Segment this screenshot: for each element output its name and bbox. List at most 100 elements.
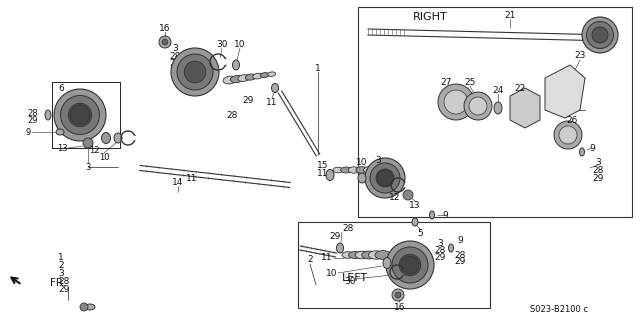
Text: 30: 30 xyxy=(216,39,228,49)
Text: 25: 25 xyxy=(464,77,476,86)
Circle shape xyxy=(464,92,492,120)
Text: 22: 22 xyxy=(515,84,525,92)
Text: LEFT: LEFT xyxy=(342,273,368,283)
Ellipse shape xyxy=(348,167,360,173)
Ellipse shape xyxy=(342,252,354,258)
Text: 14: 14 xyxy=(172,178,184,187)
Text: 13: 13 xyxy=(57,143,67,153)
Circle shape xyxy=(365,158,405,198)
Polygon shape xyxy=(510,88,540,128)
Text: 13: 13 xyxy=(409,201,420,210)
Text: 6: 6 xyxy=(58,84,64,92)
Circle shape xyxy=(395,292,401,298)
Circle shape xyxy=(444,90,468,114)
Text: 12: 12 xyxy=(89,146,99,155)
Text: 27: 27 xyxy=(440,77,452,86)
Ellipse shape xyxy=(232,60,239,70)
Text: 3: 3 xyxy=(58,269,64,278)
Ellipse shape xyxy=(355,251,369,259)
Text: 1: 1 xyxy=(315,63,321,73)
Ellipse shape xyxy=(268,72,276,76)
Circle shape xyxy=(392,247,428,283)
Text: 9: 9 xyxy=(442,211,448,220)
Ellipse shape xyxy=(253,73,262,79)
Circle shape xyxy=(61,95,99,134)
Text: 28: 28 xyxy=(28,108,38,117)
Circle shape xyxy=(377,170,393,186)
Text: 28: 28 xyxy=(592,165,604,174)
Ellipse shape xyxy=(333,167,343,173)
Circle shape xyxy=(184,61,206,83)
Ellipse shape xyxy=(364,166,376,173)
Text: 29: 29 xyxy=(243,95,253,105)
Ellipse shape xyxy=(102,132,111,143)
Text: S023-B2100 c: S023-B2100 c xyxy=(530,306,588,315)
Text: 29: 29 xyxy=(592,173,604,182)
Text: 3: 3 xyxy=(375,156,381,164)
Ellipse shape xyxy=(356,167,368,173)
Ellipse shape xyxy=(449,244,454,252)
Ellipse shape xyxy=(238,75,250,81)
Ellipse shape xyxy=(494,102,502,114)
Text: 29: 29 xyxy=(454,258,466,267)
Text: 11: 11 xyxy=(186,173,198,182)
Ellipse shape xyxy=(362,251,376,259)
Ellipse shape xyxy=(349,252,362,259)
Text: 16: 16 xyxy=(394,302,406,311)
Ellipse shape xyxy=(358,173,366,183)
Ellipse shape xyxy=(337,243,344,253)
Text: 5: 5 xyxy=(417,228,423,237)
Circle shape xyxy=(399,254,421,276)
Circle shape xyxy=(83,138,93,148)
Circle shape xyxy=(177,54,213,90)
Text: 28: 28 xyxy=(342,223,354,233)
Ellipse shape xyxy=(45,110,51,120)
Ellipse shape xyxy=(429,211,435,219)
Text: 2: 2 xyxy=(307,255,313,265)
Text: 10: 10 xyxy=(326,268,338,277)
Circle shape xyxy=(68,103,92,127)
Text: 10: 10 xyxy=(99,153,109,162)
Text: 12: 12 xyxy=(389,193,401,202)
Text: 3: 3 xyxy=(172,44,178,52)
Text: 26: 26 xyxy=(566,116,578,124)
Text: 3: 3 xyxy=(85,163,91,172)
Circle shape xyxy=(54,89,106,141)
Text: 10: 10 xyxy=(234,39,246,49)
Ellipse shape xyxy=(223,76,237,84)
Circle shape xyxy=(559,126,577,144)
Text: 16: 16 xyxy=(159,23,171,33)
Circle shape xyxy=(554,121,582,149)
Text: 11: 11 xyxy=(266,98,278,107)
Text: 30: 30 xyxy=(344,277,356,286)
Text: 29: 29 xyxy=(170,59,180,68)
Text: 28: 28 xyxy=(454,251,466,260)
Circle shape xyxy=(386,241,434,289)
Ellipse shape xyxy=(114,133,122,143)
Text: 11: 11 xyxy=(317,169,329,178)
Text: 15: 15 xyxy=(317,161,329,170)
Circle shape xyxy=(586,21,614,49)
Circle shape xyxy=(171,48,219,96)
Bar xyxy=(298,222,490,308)
Polygon shape xyxy=(545,65,585,118)
Text: 28: 28 xyxy=(58,277,69,286)
Circle shape xyxy=(376,169,394,187)
Text: 2: 2 xyxy=(58,261,63,270)
Circle shape xyxy=(370,163,400,193)
Text: 29: 29 xyxy=(330,231,340,241)
Ellipse shape xyxy=(85,304,95,310)
Ellipse shape xyxy=(326,170,334,180)
Text: 29: 29 xyxy=(58,285,69,294)
Circle shape xyxy=(438,84,474,120)
Text: 24: 24 xyxy=(492,85,504,94)
Text: 11: 11 xyxy=(321,253,333,262)
Text: 1: 1 xyxy=(58,253,64,262)
Ellipse shape xyxy=(245,74,256,80)
Text: 28: 28 xyxy=(227,110,237,119)
Circle shape xyxy=(582,17,618,53)
Ellipse shape xyxy=(369,251,383,259)
Text: 28: 28 xyxy=(435,245,445,254)
Circle shape xyxy=(70,105,90,125)
Bar xyxy=(358,7,632,217)
